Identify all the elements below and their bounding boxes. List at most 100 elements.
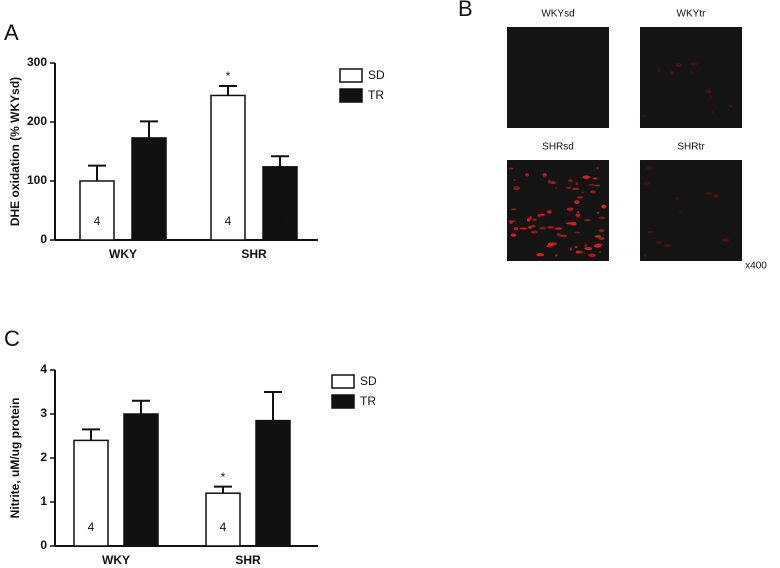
fluorescence-spot — [554, 254, 558, 257]
x-tick-label: WKY — [109, 247, 137, 261]
significance-marker: * — [221, 470, 226, 484]
y-tick-label: 200 — [27, 114, 47, 128]
fluorescence-spot — [559, 234, 568, 238]
fluorescence-spot — [539, 227, 547, 230]
bar — [123, 413, 159, 547]
fluorescence-spot — [513, 179, 516, 181]
fluorescence-spot — [642, 114, 646, 118]
fluorescence-spot — [519, 227, 527, 230]
legend-label: SD — [360, 374, 377, 388]
fluorescence-spot — [598, 236, 605, 240]
fluorescence-spot — [575, 250, 581, 254]
fluorescence-spot — [549, 181, 556, 185]
fluorescence-spot — [584, 246, 593, 251]
fluorescence-spot — [566, 207, 574, 211]
bar — [131, 137, 167, 241]
fluorescence-spot — [536, 253, 545, 257]
fluorescence-spot — [532, 218, 537, 221]
n-label: 4 — [270, 520, 277, 534]
fluorescence-spot — [679, 210, 682, 213]
micrograph — [507, 160, 609, 261]
fluorescence-spot — [713, 194, 719, 198]
fluorescence-spot — [525, 173, 529, 177]
n-label: 4 — [138, 520, 145, 534]
fluorescence-spot — [554, 227, 563, 230]
fluorescence-spot — [594, 235, 602, 238]
image-label: WKYtr — [677, 9, 707, 20]
fluorescence-spot — [722, 238, 729, 242]
micrograph — [640, 160, 742, 261]
fluorescence-spot — [729, 104, 733, 108]
fluorescence-spot — [675, 196, 679, 200]
bar — [255, 419, 291, 547]
fluorescence-spot — [539, 213, 546, 216]
fluorescence-spot — [509, 167, 514, 170]
n-label: 4 — [94, 214, 101, 228]
legend-swatch — [331, 374, 355, 389]
y-tick-label: 100 — [27, 173, 47, 187]
fluorescence-spot — [705, 191, 713, 195]
fluorescence-spot — [565, 222, 573, 225]
fluorescence-spot — [565, 186, 572, 189]
fluorescence-spot — [508, 220, 516, 223]
fluorescence-spot — [574, 245, 578, 249]
fluorescence-spot — [575, 181, 579, 185]
image-label: WKYsd — [541, 9, 574, 20]
bar — [79, 180, 115, 241]
fluorescence-spot — [664, 243, 672, 248]
n-label: 4 — [88, 520, 95, 534]
fluorescence-spot — [657, 69, 662, 72]
micrograph — [640, 27, 742, 128]
fluorescence-spot — [530, 225, 536, 227]
fluorescence-spot — [556, 232, 561, 237]
legend-label: TR — [368, 88, 384, 102]
fluorescence-spot — [690, 62, 698, 66]
fluorescence-spot — [577, 210, 580, 213]
fluorescence-spot — [711, 111, 714, 114]
fluorescence-spot — [513, 227, 519, 231]
bar — [73, 439, 109, 547]
fluorescence-spot — [526, 217, 531, 222]
micrograph — [507, 27, 609, 128]
y-tick-label: 0 — [40, 232, 47, 246]
fluorescence-spot — [675, 63, 682, 68]
fluorescence-spot — [581, 191, 584, 194]
n-label: 4 — [277, 214, 284, 228]
fluorescence-spot — [584, 219, 591, 222]
fluorescence-spot — [594, 184, 601, 187]
fluorescence-spot — [690, 70, 694, 74]
x-tick-label: WKY — [102, 553, 130, 567]
y-tick-label: 1 — [40, 494, 47, 508]
fluorescence-spot — [542, 173, 547, 177]
y-tick-label: 4 — [40, 362, 47, 376]
fluorescence-spot — [528, 226, 532, 229]
legend-swatch — [339, 88, 363, 103]
fluorescence-spot — [599, 251, 602, 253]
fluorescence-spot — [513, 186, 521, 191]
fluorescence-spot — [705, 89, 712, 94]
y-tick-label: 300 — [27, 55, 47, 69]
fluorescence-spot — [546, 210, 552, 214]
panel-letter: A — [4, 20, 19, 45]
panel-letter: C — [4, 326, 20, 351]
fluorescence-spot — [598, 228, 605, 233]
fluorescence-spot — [569, 247, 572, 252]
fluorescence-spot — [656, 240, 663, 245]
fluorescence-spot — [588, 183, 595, 186]
fluorescence-spot — [571, 187, 580, 191]
image-label: SHRsd — [542, 142, 574, 153]
legend-swatch — [331, 394, 355, 409]
fluorescence-spot — [670, 70, 674, 75]
fluorescence-spot — [555, 187, 558, 189]
fluorescence-spot — [596, 166, 599, 170]
x-tick-label: SHR — [235, 553, 261, 567]
fluorescence-spot — [573, 200, 580, 205]
fluorescence-spot — [595, 243, 604, 246]
fluorescence-spot — [643, 181, 651, 185]
fluorescence-spot — [568, 179, 573, 183]
fluorescence-spot — [601, 204, 607, 209]
fluorescence-spot — [582, 175, 591, 179]
y-tick-label: 2 — [40, 450, 47, 464]
legend-swatch — [339, 68, 363, 83]
n-label: 4 — [220, 520, 227, 534]
